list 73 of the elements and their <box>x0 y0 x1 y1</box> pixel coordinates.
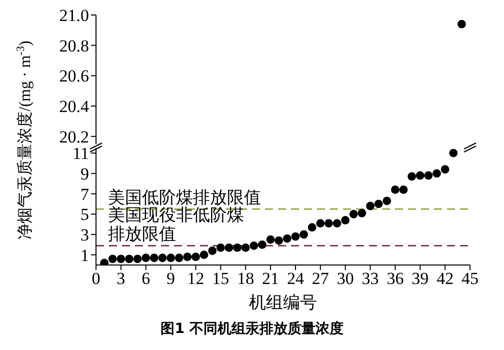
point <box>150 254 158 262</box>
point <box>440 165 450 174</box>
point <box>308 223 316 232</box>
point <box>358 208 366 218</box>
y-tick-label: 9 <box>80 164 89 184</box>
point <box>349 210 358 218</box>
x-tick-label: 6 <box>142 269 150 288</box>
x-tick-label: 30 <box>336 269 354 288</box>
point <box>341 216 350 224</box>
point <box>282 234 292 243</box>
ref-line-label: 美国低阶煤排放限值 <box>108 188 261 208</box>
y-tick-label: 20.4 <box>59 97 90 116</box>
point <box>192 252 200 262</box>
point <box>133 254 142 264</box>
point <box>158 254 167 262</box>
x-tick-label: 21 <box>262 269 280 288</box>
point <box>432 169 441 178</box>
point <box>291 232 300 241</box>
point <box>241 244 250 252</box>
x-tick-label: 27 <box>312 269 330 288</box>
point <box>266 235 275 244</box>
x-tick-label: 15 <box>212 269 230 288</box>
point <box>324 219 333 228</box>
point <box>233 244 242 252</box>
point <box>374 200 383 208</box>
y-tick-label: 3 <box>80 226 89 245</box>
x-tick-label: 3 <box>116 269 126 288</box>
y-tick-label: 7 <box>80 184 90 204</box>
x-tick-label: 33 <box>362 269 379 288</box>
point <box>142 254 150 262</box>
y-tick-label: 20.6 <box>59 66 89 86</box>
point <box>366 202 374 210</box>
point <box>332 219 342 228</box>
point <box>125 254 134 264</box>
y-tick-label: 20.2 <box>59 127 89 146</box>
point <box>166 254 175 262</box>
x-tick-label: 39 <box>412 269 429 288</box>
x-tick-label: 0 <box>92 269 100 288</box>
x-tick-label: 36 <box>386 269 404 288</box>
y-tick-label: 11 <box>72 144 89 164</box>
x-tick-label: 9 <box>166 269 176 288</box>
point <box>300 230 308 239</box>
x-tick-label: 24 <box>286 269 304 288</box>
point <box>391 186 400 194</box>
x-tick-label: 45 <box>462 269 478 288</box>
x-tick-label: 18 <box>237 269 254 288</box>
y-tick-label: 20.8 <box>59 36 89 56</box>
text: 图1 不同机组汞排放质量浓度 <box>160 320 344 338</box>
point <box>183 252 192 262</box>
y-tick-label: 21.0 <box>59 6 89 26</box>
point <box>250 241 258 250</box>
x-tick-label: 12 <box>187 269 204 288</box>
point <box>449 148 458 158</box>
point <box>208 246 217 255</box>
point <box>408 172 416 181</box>
y-tick-label: 1 <box>80 246 89 265</box>
x-axis-title: 机组编号 <box>248 292 318 314</box>
point <box>382 196 392 206</box>
point <box>224 244 234 252</box>
point <box>424 171 433 180</box>
y-tick-label: 5 <box>80 205 89 224</box>
point <box>216 244 225 252</box>
point <box>399 186 408 194</box>
point <box>258 240 266 249</box>
point <box>274 236 284 245</box>
point <box>108 254 117 264</box>
point <box>174 254 184 262</box>
point <box>116 254 126 264</box>
point <box>316 219 325 228</box>
point <box>416 171 424 180</box>
x-tick-label: 42 <box>436 269 454 288</box>
point <box>200 250 208 260</box>
ref-line-label: 美国现役非低阶煤排放限值 <box>108 206 244 244</box>
